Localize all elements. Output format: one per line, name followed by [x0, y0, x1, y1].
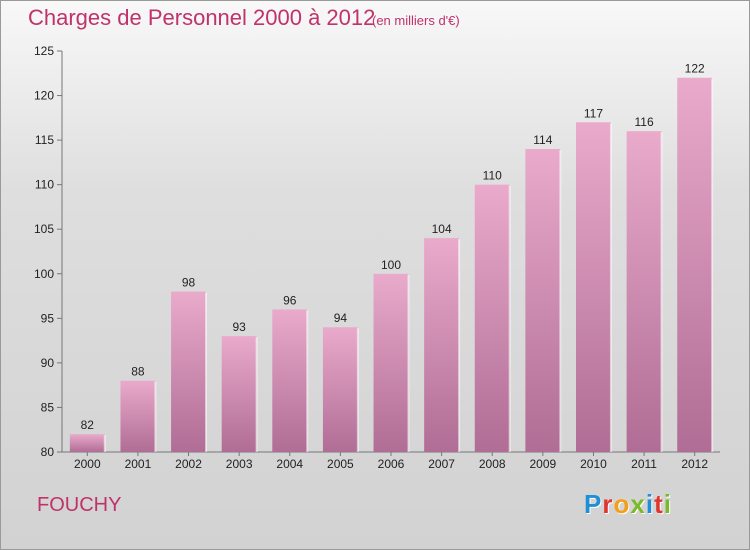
bar-highlight — [255, 337, 258, 452]
x-tick-label: 2002 — [175, 457, 202, 471]
bar-value-label: 96 — [283, 293, 297, 307]
bar-value-label: 114 — [533, 133, 552, 147]
bar-value-label: 88 — [131, 365, 145, 379]
bar-highlight — [154, 381, 157, 452]
bar — [69, 434, 105, 452]
logo-letter: i — [663, 489, 672, 519]
chart-title: Charges de Personnel 2000 à 2012 — [28, 5, 376, 30]
x-tick-label: 2010 — [580, 457, 607, 471]
y-tick-label: 120 — [34, 89, 54, 103]
y-tick-label: 95 — [41, 311, 55, 325]
bar-highlight — [458, 239, 461, 452]
bar — [171, 291, 207, 452]
y-tick-label: 125 — [34, 44, 54, 58]
logo-letter: x — [630, 489, 646, 519]
x-tick-label: 2011 — [631, 457, 657, 471]
bar — [221, 336, 257, 452]
bar — [677, 77, 713, 452]
y-tick-label: 110 — [35, 178, 54, 192]
logo-letter: P — [584, 489, 603, 519]
bar-value-label: 94 — [334, 311, 348, 325]
y-tick-label: 100 — [34, 267, 54, 281]
x-tick-label: 2001 — [125, 457, 152, 471]
bar-value-label: 122 — [685, 62, 705, 76]
x-tick-label: 2003 — [226, 457, 253, 471]
bar — [575, 122, 611, 453]
bar-value-label: 104 — [432, 222, 452, 236]
bar-highlight — [660, 132, 663, 452]
bar-value-label: 117 — [584, 106, 603, 120]
y-tick-label: 90 — [41, 356, 55, 370]
x-tick-label: 2000 — [74, 457, 101, 471]
bar — [322, 327, 358, 452]
x-tick-label: 2005 — [327, 457, 354, 471]
bar-highlight — [103, 435, 106, 452]
logo-letter: o — [613, 489, 631, 519]
bar — [424, 238, 460, 452]
x-tick-label: 2008 — [479, 457, 506, 471]
x-tick-label: 2007 — [428, 457, 455, 471]
bar-value-label: 98 — [182, 276, 196, 290]
logo-letter: r — [602, 489, 614, 519]
bar — [525, 149, 561, 452]
bar-highlight — [508, 185, 511, 452]
bar-highlight — [356, 328, 359, 452]
proxiti-logo: Proxiti — [584, 489, 672, 520]
y-tick-label: 115 — [35, 133, 54, 147]
bar-value-label: 100 — [381, 258, 401, 272]
bar-value-label: 110 — [483, 169, 502, 183]
bar — [272, 309, 308, 452]
bar-value-label: 82 — [81, 418, 95, 432]
bar-highlight — [306, 310, 309, 452]
logo-letter: t — [654, 489, 664, 519]
bar — [626, 131, 662, 452]
chart-unit-label: (en milliers d'€) — [372, 13, 460, 28]
bar-highlight — [609, 123, 612, 453]
bar-highlight — [711, 78, 714, 452]
logo-letter: i — [645, 489, 655, 519]
bar-value-label: 116 — [635, 115, 654, 129]
x-tick-label: 2004 — [276, 457, 303, 471]
y-tick-label: 85 — [41, 400, 55, 414]
bar — [120, 380, 156, 452]
x-tick-label: 2006 — [378, 457, 405, 471]
bar-highlight — [407, 274, 410, 452]
y-tick-label: 80 — [41, 445, 55, 459]
bar-highlight — [559, 150, 562, 452]
bar-value-label: 93 — [232, 320, 246, 334]
bar — [373, 273, 409, 452]
y-tick-label: 105 — [34, 222, 54, 236]
bar — [474, 184, 510, 452]
bar-highlight — [205, 292, 208, 452]
x-tick-label: 2009 — [529, 457, 556, 471]
town-name: FOUCHY — [37, 494, 122, 516]
x-tick-label: 2012 — [681, 457, 708, 471]
